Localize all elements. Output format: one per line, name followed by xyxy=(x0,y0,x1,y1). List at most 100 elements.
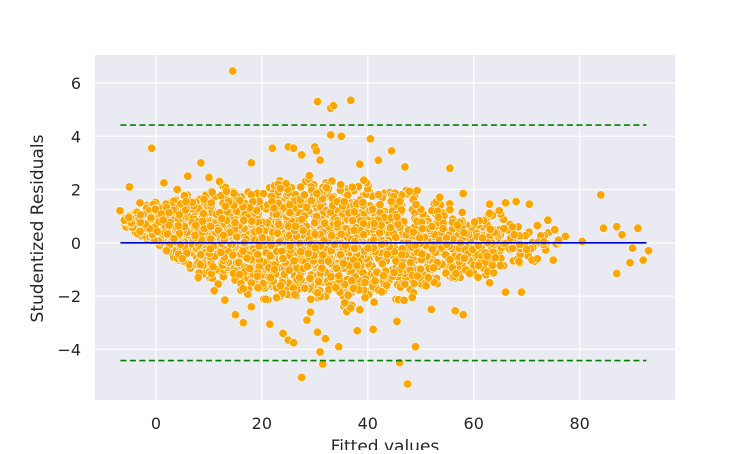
data-point xyxy=(285,208,295,218)
data-point xyxy=(206,198,216,208)
data-point xyxy=(482,251,492,261)
data-point xyxy=(285,200,295,210)
data-point xyxy=(297,214,307,224)
data-point xyxy=(429,263,439,273)
data-point xyxy=(421,281,431,291)
data-point xyxy=(152,226,162,236)
data-point xyxy=(408,227,418,237)
data-point xyxy=(285,241,295,251)
data-point xyxy=(368,324,378,334)
data-point xyxy=(352,261,362,271)
data-point xyxy=(560,231,570,241)
data-point xyxy=(489,268,499,278)
data-point xyxy=(281,179,291,189)
data-point xyxy=(349,225,359,235)
data-point xyxy=(159,178,169,188)
data-point xyxy=(284,265,294,275)
data-point xyxy=(577,237,587,247)
data-point xyxy=(360,277,370,287)
data-point xyxy=(305,307,315,317)
data-point xyxy=(427,222,437,232)
data-point xyxy=(334,271,344,281)
data-point xyxy=(392,212,402,222)
data-point xyxy=(451,269,461,279)
data-point xyxy=(206,221,216,231)
data-point xyxy=(358,198,368,208)
data-point xyxy=(465,268,475,278)
data-point xyxy=(367,204,377,214)
data-point xyxy=(229,188,239,198)
data-point xyxy=(509,230,519,240)
data-point xyxy=(348,283,358,293)
data-point xyxy=(500,198,510,208)
data-point xyxy=(441,268,451,278)
data-point xyxy=(193,272,203,282)
data-point xyxy=(312,189,322,199)
data-point xyxy=(363,243,373,253)
data-point xyxy=(242,253,252,263)
data-point xyxy=(296,247,306,257)
data-point xyxy=(303,248,313,258)
data-point xyxy=(347,216,357,226)
data-point xyxy=(392,316,402,326)
data-point xyxy=(320,334,330,344)
data-point xyxy=(318,250,328,260)
scatter-points xyxy=(115,66,653,389)
data-point xyxy=(294,272,304,282)
data-point xyxy=(296,182,306,192)
data-point xyxy=(494,206,504,216)
data-point xyxy=(197,216,207,226)
data-point xyxy=(290,221,300,231)
data-point xyxy=(399,295,409,305)
data-point xyxy=(164,208,174,218)
data-point xyxy=(612,268,622,278)
data-point xyxy=(459,228,469,238)
data-point xyxy=(326,130,336,140)
data-point xyxy=(228,250,238,260)
data-point xyxy=(217,214,227,224)
data-point xyxy=(407,292,417,302)
y-tick-label: 2 xyxy=(71,181,81,200)
data-point xyxy=(485,199,495,209)
data-point xyxy=(500,287,510,297)
data-point xyxy=(245,264,255,274)
data-point xyxy=(352,326,362,336)
data-point xyxy=(238,318,248,328)
data-point xyxy=(633,223,643,233)
data-point xyxy=(247,216,257,226)
y-axis-label: Studentized Residuals xyxy=(28,134,48,322)
data-point xyxy=(209,286,219,296)
data-point xyxy=(385,223,395,233)
data-point xyxy=(395,358,405,368)
data-point xyxy=(365,134,375,144)
data-point xyxy=(176,239,186,249)
data-point xyxy=(265,319,275,329)
data-point xyxy=(190,230,200,240)
data-point xyxy=(532,254,542,264)
x-tick-label: 20 xyxy=(252,414,272,433)
data-point xyxy=(289,338,299,348)
data-point xyxy=(304,171,314,181)
data-point xyxy=(395,196,405,206)
data-point xyxy=(377,239,387,249)
data-point xyxy=(317,263,327,273)
data-point xyxy=(235,269,245,279)
data-point xyxy=(206,234,216,244)
data-point xyxy=(369,219,379,229)
data-point xyxy=(253,250,263,260)
data-point xyxy=(495,260,505,270)
data-point xyxy=(334,342,344,352)
data-point xyxy=(271,293,281,303)
data-point xyxy=(312,97,322,107)
y-tick-label: −2 xyxy=(57,287,81,306)
data-point xyxy=(302,315,312,325)
data-point xyxy=(147,143,157,153)
data-point xyxy=(426,304,436,314)
data-point xyxy=(612,222,622,232)
data-point xyxy=(350,243,360,253)
data-point xyxy=(261,294,271,304)
data-point xyxy=(360,293,370,303)
data-point xyxy=(163,229,173,239)
data-point xyxy=(253,283,263,293)
y-tick-label: −4 xyxy=(57,340,81,359)
